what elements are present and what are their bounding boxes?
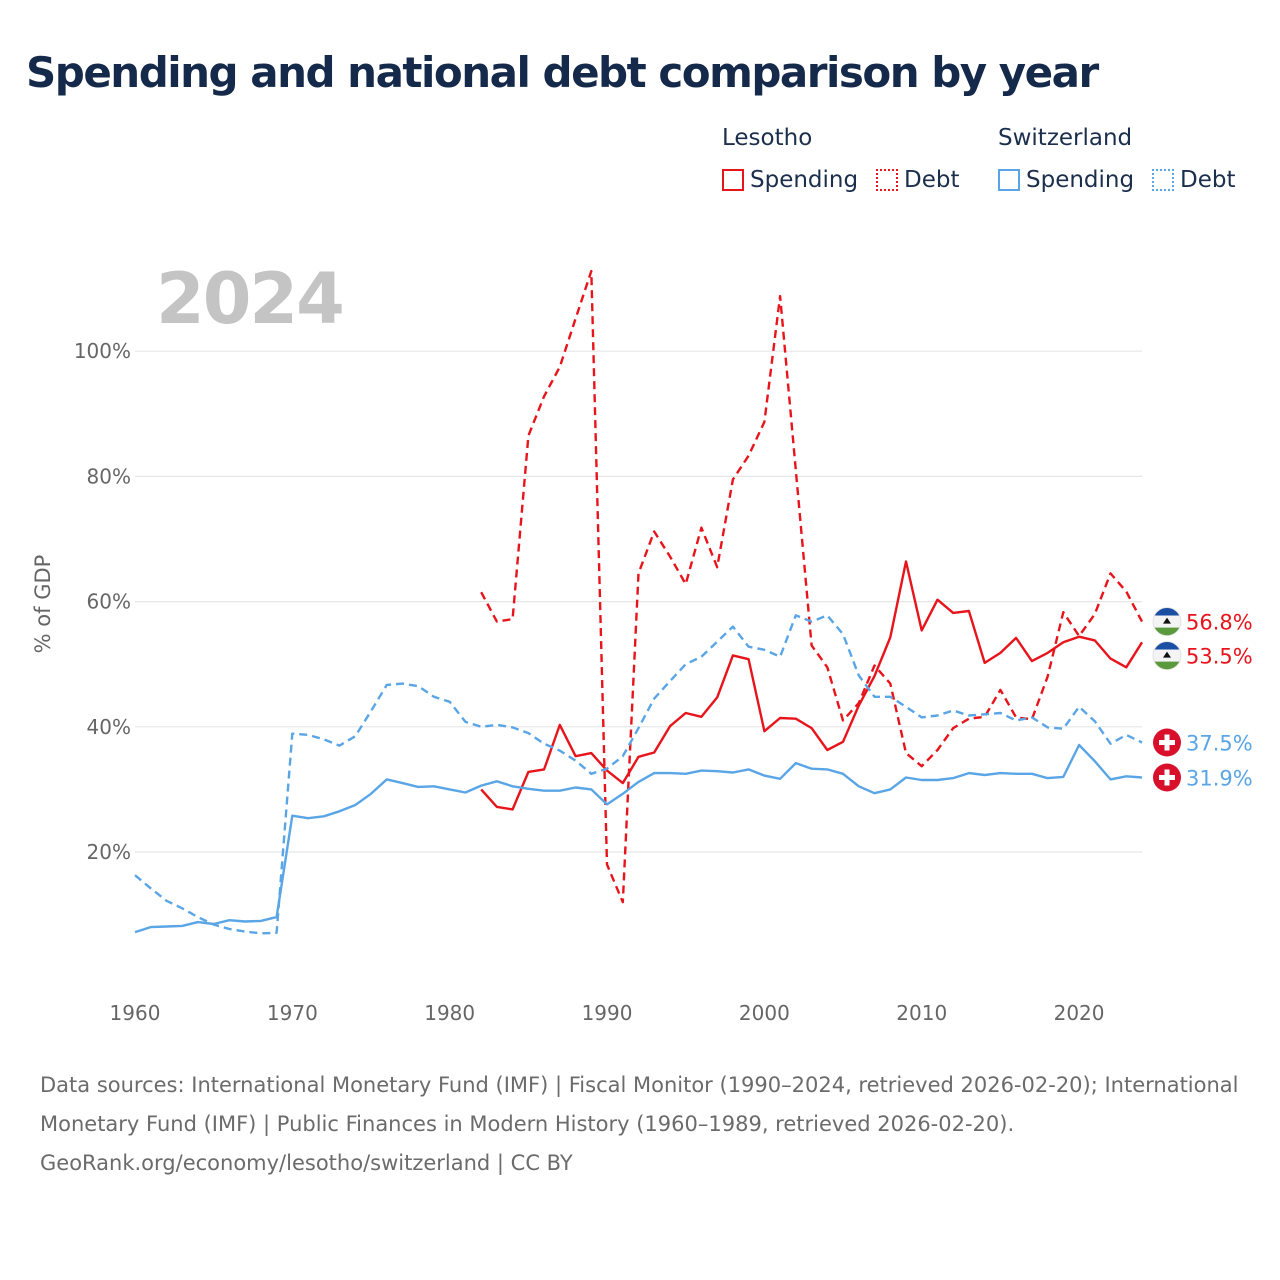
end-label-switzerland-debt: 37.5% (1153, 728, 1253, 757)
y-tick-label: 100% (74, 339, 131, 363)
footer: Data sources: International Monetary Fun… (40, 1066, 1240, 1183)
lesotho-flag-icon (1152, 607, 1182, 636)
chart-title: Spending and national debt comparison by… (26, 48, 1099, 97)
end-label-switzerland-spending: 31.9% (1153, 763, 1253, 792)
attribution-link[interactable]: GeoRank.org/economy/lesotho/switzerland … (40, 1151, 573, 1175)
data-sources: Data sources: International Monetary Fun… (40, 1073, 1239, 1136)
x-tick-label: 1960 (110, 1001, 161, 1025)
switzerland-flag-icon (1153, 728, 1181, 757)
x-tick-label: 1980 (424, 1001, 475, 1025)
switzerland-flag-icon (1153, 763, 1181, 792)
chart-area: 2024 % of GDP 20%40%60%80%100% 1960 1970 1… (31, 258, 1253, 1025)
end-label-lesotho-debt: 56.8% (1152, 607, 1253, 636)
end-value-label: 37.5% (1186, 732, 1253, 756)
end-label-lesotho-spending: 53.5% (1152, 641, 1253, 670)
x-tick-label: 1970 (267, 1001, 318, 1025)
y-tick-label: 40% (87, 715, 131, 739)
end-value-label: 31.9% (1186, 767, 1253, 791)
series-line-lesotho-debt[interactable] (480, 269, 1144, 904)
x-tick-label: 1990 (582, 1001, 633, 1025)
series-layer (134, 269, 1144, 935)
y-tick-label: 60% (87, 590, 131, 614)
y-tick-label: 80% (87, 464, 131, 488)
lesotho-flag-icon (1152, 641, 1182, 670)
series-line-switzerland-spending[interactable] (134, 743, 1143, 934)
series-line-switzerland-debt[interactable] (134, 614, 1143, 935)
y-axis-label: % of GDP (31, 555, 55, 654)
x-tick-label: 2020 (1054, 1001, 1105, 1025)
y-tick-label: 20% (87, 840, 131, 864)
x-tick-label: 2010 (896, 1001, 947, 1025)
end-labels: 56.8% 53.5% 37.5% 31.9% (1152, 607, 1253, 792)
end-value-label: 53.5% (1186, 645, 1253, 669)
x-tick-label: 2000 (739, 1001, 790, 1025)
x-axis-ticks: 1960 1970 1980 1990 2000 2010 2020 (110, 1001, 1105, 1025)
series-line-lesotho-spending[interactable] (480, 560, 1144, 811)
y-axis-ticks: 20% 40% 60% 80% 100% (74, 339, 131, 864)
year-watermark: 2024 (156, 258, 343, 340)
gridlines (135, 350, 1142, 853)
end-value-label: 56.8% (1186, 611, 1253, 635)
